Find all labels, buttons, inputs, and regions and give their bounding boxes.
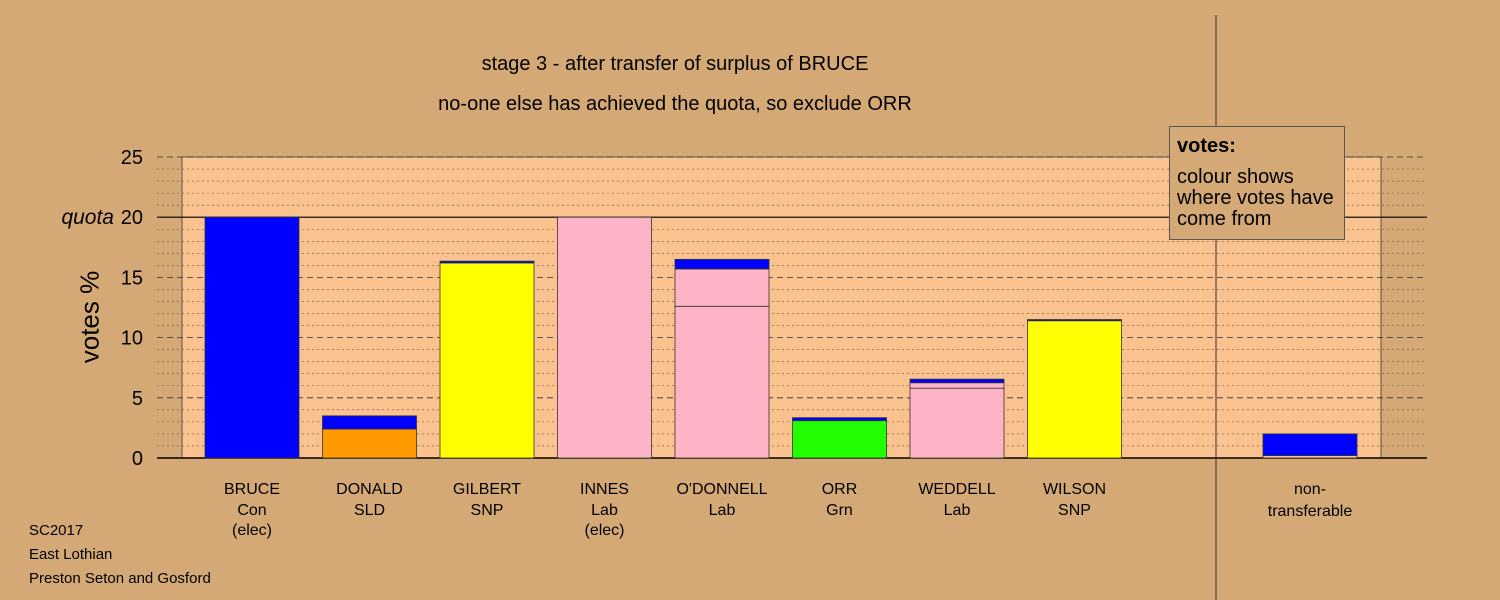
bar-segment-weddell <box>909 378 1005 384</box>
nontransferable-label-line1: non- <box>1294 481 1326 498</box>
candidate-party-label: SLD <box>354 502 385 519</box>
legend: votes: colour shows where votes have com… <box>1169 126 1345 240</box>
candidate-status-label: (elec) <box>232 522 272 539</box>
nontransferable-label-line2: transferable <box>1268 503 1353 520</box>
candidate-name-label: O'DONNELL <box>676 481 767 498</box>
bar-segment-nontransferable <box>1262 433 1358 456</box>
candidate-status-label: (elec) <box>584 522 624 539</box>
candidate-name-label: WILSON <box>1043 481 1106 498</box>
candidate-name-label: BRUCE <box>224 481 280 498</box>
candidate-party-label: SNP <box>471 502 504 519</box>
y-tick-label: 10 <box>121 328 143 350</box>
bar-segment-odonnell <box>674 268 770 307</box>
y-tick-label: 15 <box>121 267 143 289</box>
bar-segment-innes <box>557 216 652 459</box>
candidate-party-label: Lab <box>944 502 971 519</box>
y-tick-label: 5 <box>132 388 143 410</box>
bar-segment-odonnell <box>674 305 770 459</box>
candidate-name-label: WEDDELL <box>918 481 995 498</box>
bar-segment-wilson <box>1027 320 1122 459</box>
bar-segment-gilbert <box>439 260 535 264</box>
candidate-name-label: INNES <box>580 481 629 498</box>
chart-subtitle: no-one else has achieved the quota, so e… <box>438 93 912 115</box>
y-tick-label: 0 <box>132 448 143 470</box>
bar-segment-wilson <box>1027 319 1122 322</box>
bar-segment-orr <box>792 417 887 422</box>
footer-election: SC2017 <box>29 522 84 539</box>
candidate-name-label: ORR <box>822 481 858 498</box>
bar-segment-weddell <box>909 387 1005 459</box>
chart-title: stage 3 - after transfer of surplus of B… <box>481 53 869 75</box>
bar-segment-weddell <box>909 382 1005 389</box>
footer-council: East Lothian <box>29 546 113 563</box>
y-tick-label: 20 <box>121 207 143 229</box>
bar-segment-bruce <box>204 216 300 459</box>
quota-label: quota <box>61 206 114 229</box>
candidate-name-label: DONALD <box>336 481 403 498</box>
candidate-party-label: SNP <box>1058 502 1091 519</box>
legend-text: colour shows where votes have come from <box>1177 166 1334 230</box>
candidate-party-label: Grn <box>826 502 853 519</box>
bar-segment-donald <box>322 428 417 459</box>
candidate-party-label: Lab <box>709 502 736 519</box>
y-axis-label: votes % <box>74 270 105 364</box>
y-tick-label: 25 <box>121 147 143 169</box>
bar-segment-orr <box>792 420 887 459</box>
bar-segment-odonnell <box>674 258 770 270</box>
bar-segment-donald <box>322 415 417 430</box>
bar-segment-gilbert <box>439 262 535 459</box>
legend-title: votes: <box>1177 135 1236 157</box>
candidate-name-label: GILBERT <box>453 481 521 498</box>
candidate-party-label: Lab <box>591 502 618 519</box>
footer-ward: Preston Seton and Gosford <box>29 570 211 587</box>
candidate-party-label: Con <box>237 502 266 519</box>
